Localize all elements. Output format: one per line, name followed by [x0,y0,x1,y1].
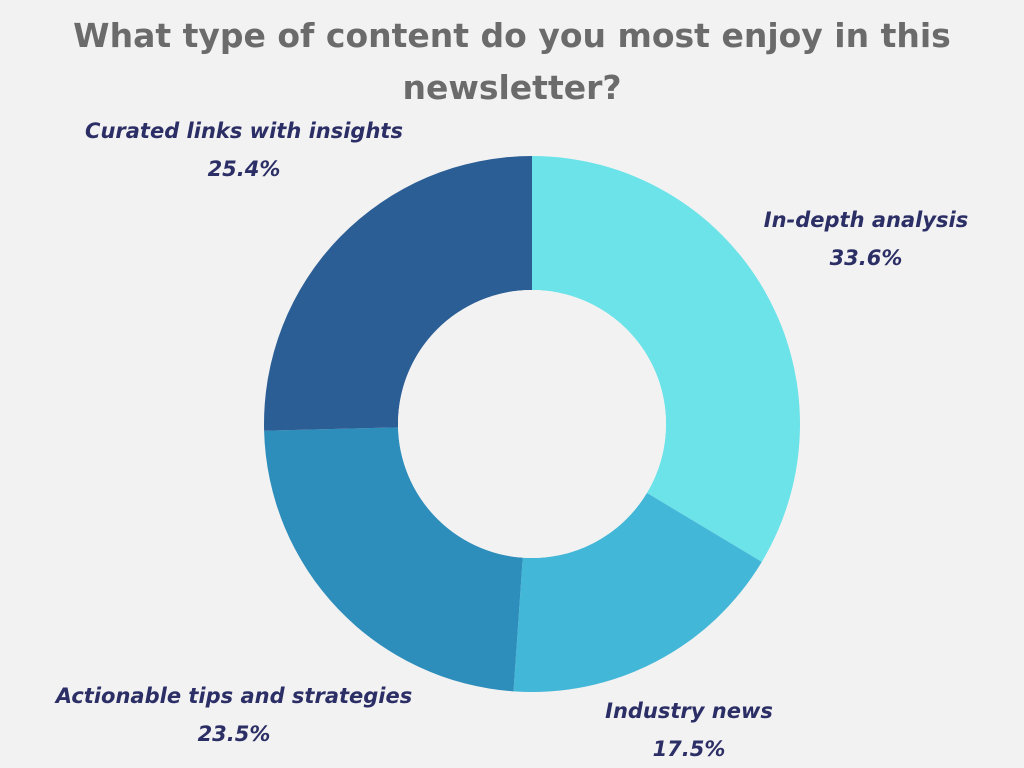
slice-value-label: 25.4% [208,157,281,181]
donut-slice-in-depth-analysis [532,156,800,562]
slice-label: Curated links with insights [85,119,403,143]
labels-group: In-depth analysis 33.6% Industry news 17.5%… [54,119,968,761]
donut-hole [398,290,666,558]
chart-title: What type of content do you most enjoy i… [73,16,951,107]
slice-label: Actionable tips and strategies [54,684,413,708]
slice-value-label: 23.5% [198,722,271,746]
slice-value-label: 33.6% [830,246,903,270]
donut-slice-actionable-tips-and-strategies [264,427,523,692]
slice-value-label: 17.5% [653,737,726,761]
slices-group [263,156,800,693]
donut-slice-curated-links-with-insights [263,156,532,431]
donut-slice-industry-news [513,492,762,693]
slice-label: In-depth analysis [764,208,968,232]
slice-label: Industry news [605,699,773,723]
